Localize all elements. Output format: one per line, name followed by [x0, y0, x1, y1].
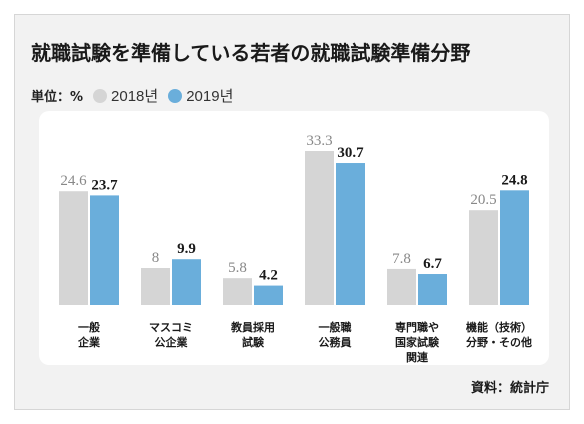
chart-panel: 24.6 23.7 一般 企業 8 9.9 マスコミ 公企業 5.8 4.2 教員採用 試験 33.3 3… [39, 111, 549, 365]
bar-2018-2 [223, 278, 252, 305]
category-label-2-0: 教員採用 [230, 320, 275, 334]
chart-frame: 就職試験を準備している若者の就職試験準備分野 単位：% 2018년 2019년 … [14, 14, 570, 410]
bar-2018-0 [59, 191, 88, 305]
unit-label: 単位：% [31, 90, 84, 105]
category-label-3-1: 公務員 [319, 335, 352, 349]
value-label-2018-0: 24.6 [60, 173, 87, 189]
value-label-2019-4: 6.7 [423, 256, 442, 272]
value-label-2018-4: 7.8 [392, 251, 411, 267]
bar-2018-4 [387, 268, 416, 305]
legend-dot-2018 [93, 88, 108, 103]
bar-2019-2 [254, 285, 283, 305]
bar-2019-1 [172, 259, 201, 305]
source-note: 資料：統計庁 [470, 381, 549, 396]
chart-title: 就職試験を準備している若者の就職試験準備分野 [31, 41, 471, 65]
value-label-2018-5: 20.5 [470, 192, 496, 208]
legend-dot-2019 [168, 88, 183, 103]
legend-label-2018: 2018년 [111, 88, 159, 105]
category-label-1-1: 公企業 [155, 335, 189, 349]
legend: 単位：% 2018년 2019년 [31, 85, 243, 106]
value-label-2019-5: 24.8 [501, 172, 527, 188]
value-label-2019-0: 23.7 [91, 177, 118, 193]
category-label-0-1: 企業 [77, 335, 101, 349]
bar-2019-0 [90, 195, 119, 305]
category-label-4-0: 専門職や [395, 320, 439, 334]
value-label-2018-2: 5.8 [228, 260, 247, 276]
legend-label-2019: 2019년 [186, 88, 234, 105]
value-label-2018-1: 8 [152, 250, 160, 266]
bar-2018-3 [305, 151, 334, 305]
category-label-1-0: マスコミ [149, 321, 193, 334]
category-label-2-1: 試験 [242, 335, 265, 349]
category-label-5-0: 機能（技術） [466, 320, 532, 334]
category-label-3-0: 一般職 [319, 320, 352, 334]
category-label-5-1: 分野・その他 [466, 335, 532, 349]
category-label-4-2: 関連 [406, 350, 429, 364]
value-label-2019-1: 9.9 [177, 241, 196, 257]
bar-2018-5 [469, 210, 498, 305]
bar-2019-4 [418, 274, 447, 305]
bar-2018-1 [141, 268, 170, 305]
value-label-2018-3: 33.3 [306, 133, 332, 149]
category-label-0-0: 一般 [78, 320, 100, 334]
value-label-2019-3: 30.7 [337, 145, 364, 161]
category-label-4-1: 国家試験 [395, 335, 440, 349]
legend-item-2019: 2019년 [168, 85, 233, 106]
bar-2019-3 [336, 163, 365, 305]
bar-2019-5 [500, 190, 529, 305]
legend-item-2018: 2018년 [93, 85, 158, 106]
value-label-2019-2: 4.2 [259, 268, 278, 284]
